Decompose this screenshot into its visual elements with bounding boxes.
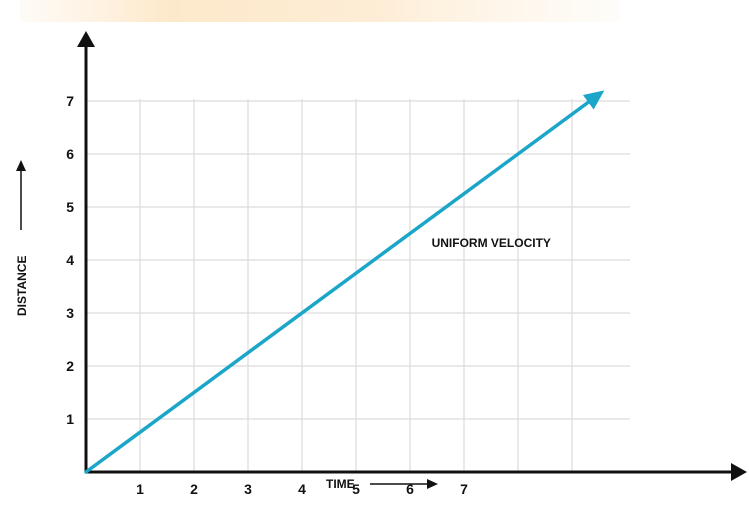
series-line-uniform-velocity bbox=[84, 100, 591, 474]
y-axis-title-arrowhead bbox=[16, 160, 26, 171]
y-tick-label: 2 bbox=[66, 358, 74, 374]
y-tick-label: 1 bbox=[66, 411, 74, 427]
x-axis-arrowhead bbox=[731, 463, 747, 481]
series-arrowhead bbox=[582, 90, 605, 110]
x-tick-label: 6 bbox=[406, 481, 414, 497]
x-axis-title-group: TIME bbox=[326, 477, 438, 491]
axes bbox=[77, 31, 747, 481]
y-axis-arrowhead bbox=[77, 31, 95, 47]
series-layer bbox=[84, 90, 605, 474]
y-tick-label: 3 bbox=[66, 305, 74, 321]
x-tick-label: 4 bbox=[298, 481, 306, 497]
x-tick-label: 5 bbox=[352, 481, 360, 497]
y-tick-label: 7 bbox=[66, 93, 74, 109]
x-tick-label: 2 bbox=[190, 481, 198, 497]
tick-labels: 1 2 3 4 5 6 7 1 2 3 4 5 6 7 bbox=[66, 93, 468, 497]
grid bbox=[86, 99, 630, 472]
x-axis-title: TIME bbox=[326, 477, 355, 491]
y-tick-label: 6 bbox=[66, 146, 74, 162]
y-axis-title: DISTANCE bbox=[15, 256, 29, 316]
x-tick-label: 7 bbox=[460, 481, 468, 497]
x-tick-label: 3 bbox=[244, 481, 252, 497]
y-tick-label: 4 bbox=[66, 252, 74, 268]
y-axis-title-group: DISTANCE bbox=[15, 160, 29, 316]
header-band bbox=[20, 0, 620, 22]
y-tick-label: 5 bbox=[66, 199, 74, 215]
x-axis-title-arrowhead bbox=[427, 479, 438, 489]
x-tick-label: 1 bbox=[136, 481, 144, 497]
annotation-uniform-velocity: UNIFORM VELOCITY bbox=[432, 236, 551, 250]
